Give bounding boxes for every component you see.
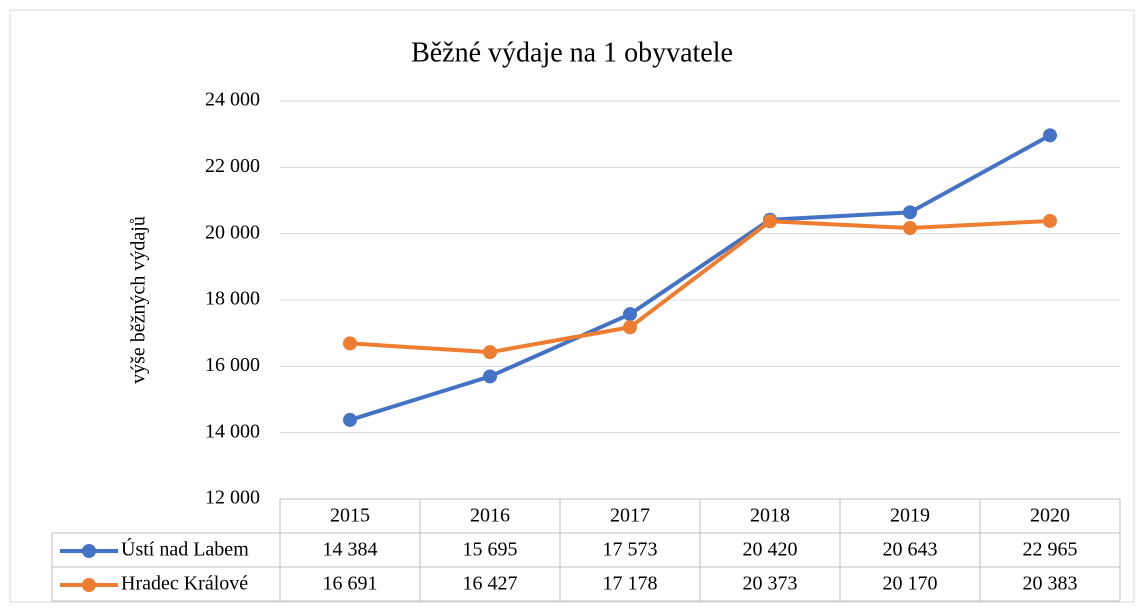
chart-border — [9, 9, 1135, 603]
x-tick-label: 2020 — [1030, 505, 1070, 527]
point — [623, 320, 637, 335]
table-value: 14 384 — [323, 539, 378, 561]
point — [483, 369, 497, 384]
y-tick-label: 16 000 — [205, 354, 260, 376]
table-value: 16 427 — [463, 573, 518, 595]
legend-marker — [82, 544, 96, 558]
series-line — [349, 218, 1051, 355]
point — [623, 307, 637, 322]
point — [903, 221, 917, 236]
table-value: 15 695 — [463, 539, 518, 561]
point — [903, 205, 917, 220]
table-value: 20 420 — [743, 539, 798, 561]
table-value: 20 643 — [883, 539, 938, 561]
table-value: 20 170 — [883, 573, 938, 595]
point — [343, 336, 357, 351]
y-tick-label: 18 000 — [205, 288, 260, 310]
table-value: 17 178 — [603, 573, 658, 595]
point — [1043, 128, 1057, 143]
table-value: 20 383 — [1023, 573, 1078, 595]
y-tick-label: 12 000 — [205, 487, 260, 509]
x-tick-label: 2017 — [610, 505, 650, 527]
legend-label: Ústí nad Labem — [121, 537, 249, 561]
x-tick-label: 2018 — [750, 505, 790, 527]
point — [1043, 213, 1057, 228]
table-value: 22 965 — [1023, 539, 1078, 561]
table-value: 16 691 — [323, 573, 378, 595]
point — [763, 214, 777, 229]
table-value: 20 373 — [743, 573, 798, 595]
table-value: 17 573 — [603, 539, 658, 561]
legend-marker — [82, 578, 96, 592]
y-tick-label: 24 000 — [205, 89, 260, 111]
point — [483, 345, 497, 360]
chart-title: Běžné výdaje na 1 obyvatele — [411, 37, 733, 68]
y-tick-label: 20 000 — [205, 221, 260, 243]
y-tick-label: 14 000 — [205, 420, 260, 442]
y-axis-label: výše běžných výdajů — [128, 216, 150, 384]
x-tick-label: 2016 — [470, 505, 510, 527]
x-tick-label: 2019 — [890, 505, 930, 527]
x-tick-label: 2015 — [330, 505, 370, 527]
y-tick-label: 22 000 — [205, 155, 260, 177]
legend-label: Hradec Králové — [121, 573, 248, 595]
point — [343, 412, 357, 427]
series-line — [349, 133, 1051, 422]
